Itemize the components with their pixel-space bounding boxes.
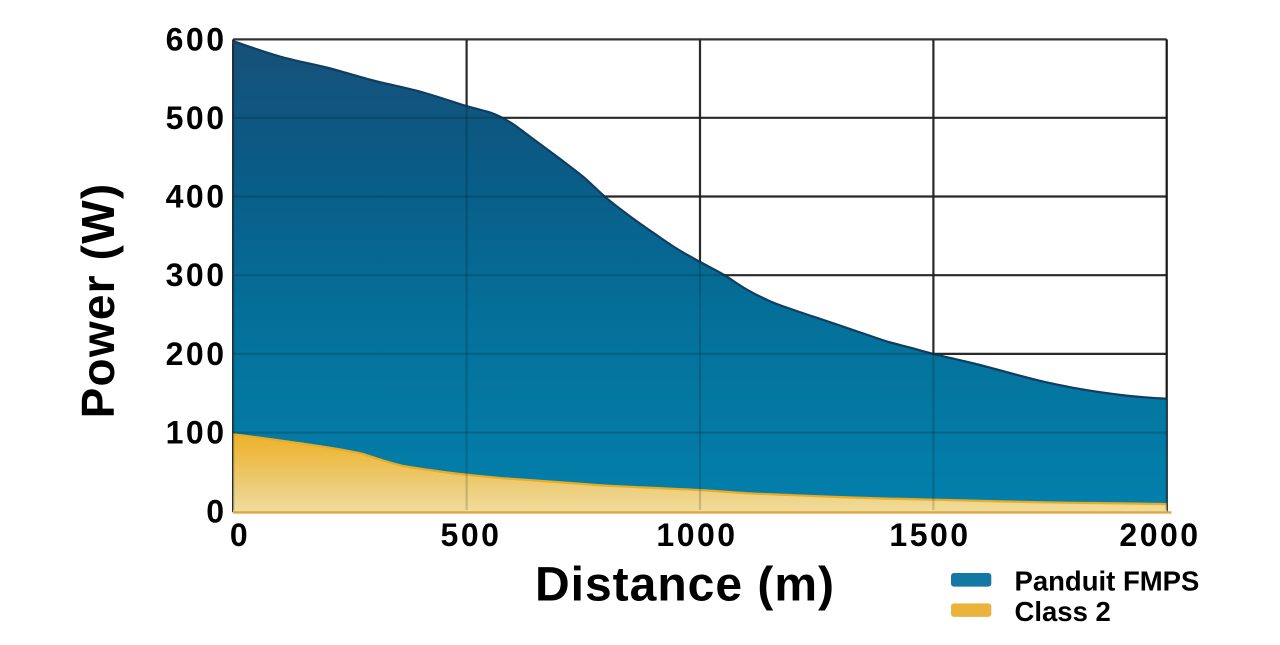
svg-text:600: 600 xyxy=(166,21,227,57)
svg-text:100: 100 xyxy=(166,415,227,451)
svg-text:1000: 1000 xyxy=(656,517,737,553)
svg-text:300: 300 xyxy=(166,257,227,293)
svg-text:400: 400 xyxy=(166,179,227,215)
svg-text:1500: 1500 xyxy=(889,517,970,553)
svg-text:Panduit FMPS: Panduit FMPS xyxy=(1015,566,1200,597)
svg-text:Power (W): Power (W) xyxy=(72,183,124,419)
svg-text:500: 500 xyxy=(441,517,502,553)
svg-text:0: 0 xyxy=(206,493,226,529)
svg-text:500: 500 xyxy=(166,100,227,136)
svg-text:2000: 2000 xyxy=(1119,517,1200,553)
svg-text:200: 200 xyxy=(166,336,227,372)
svg-text:0: 0 xyxy=(230,517,250,553)
svg-text:Distance (m): Distance (m) xyxy=(535,559,835,612)
svg-text:Class 2: Class 2 xyxy=(1015,596,1111,627)
